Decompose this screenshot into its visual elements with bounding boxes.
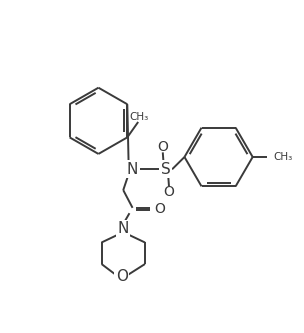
- Text: N: N: [118, 221, 129, 236]
- Text: O: O: [116, 269, 128, 284]
- Text: O: O: [157, 140, 168, 154]
- Text: O: O: [164, 185, 174, 199]
- Text: O: O: [154, 201, 165, 215]
- Text: CH₃: CH₃: [274, 152, 293, 162]
- Text: N: N: [127, 162, 138, 177]
- Text: CH₃: CH₃: [129, 112, 149, 122]
- Text: S: S: [161, 162, 171, 177]
